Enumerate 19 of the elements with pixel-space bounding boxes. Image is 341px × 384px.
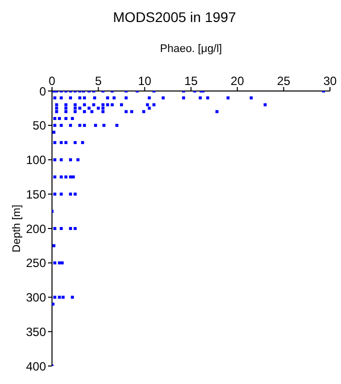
chart-title: MODS2005 in 1997 — [112, 8, 237, 27]
y-tick-label: 100 — [26, 153, 46, 168]
y-tick-label: 200 — [26, 222, 46, 236]
x-tick-label: 25 — [276, 74, 291, 88]
y-tick-label: 350 — [26, 324, 46, 339]
y-tick-label: 50 — [32, 118, 46, 133]
x-tick-label: 5 — [94, 74, 102, 88]
y-tick-label: 300 — [26, 290, 46, 305]
x-tick-label: 10 — [138, 74, 152, 88]
x-tick-label: 0 — [48, 74, 56, 88]
x-tick-label: 15 — [184, 74, 198, 88]
x-tick-label: 30 — [323, 74, 337, 88]
y-tick-label: 250 — [26, 256, 46, 270]
y-tick-label: 0 — [39, 84, 46, 98]
y-tick-label: 400 — [26, 359, 46, 374]
x-tick-label: 20 — [230, 74, 244, 88]
y-tick-label: 150 — [26, 187, 46, 202]
x-axis-title: Phaeo. [μg/l] — [160, 42, 222, 55]
y-axis-title: Depth [m] — [10, 204, 23, 252]
